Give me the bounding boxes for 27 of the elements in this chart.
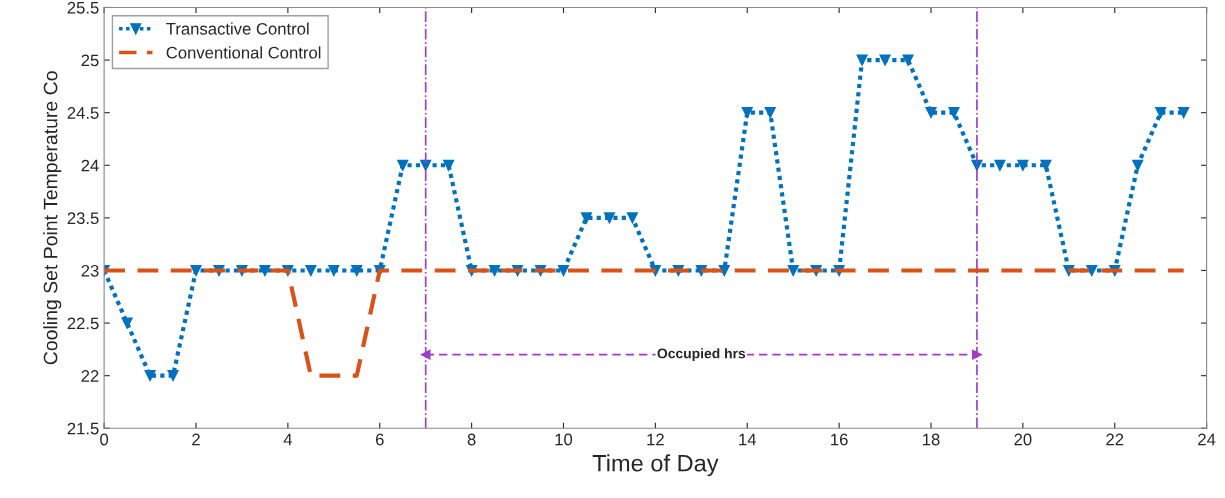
x-tick-label: 22	[1106, 433, 1124, 446]
x-tick-label: 18	[923, 433, 940, 446]
x-tick-label: 0	[100, 433, 109, 446]
x-tick-label: 14	[739, 433, 757, 446]
x-tick-label: 24	[1198, 433, 1216, 446]
x-tick-label: 6	[375, 433, 384, 446]
y-tick-label: 23.5	[67, 212, 99, 225]
x-tick-label: 20	[1014, 433, 1032, 446]
x-axis-title: Time of Day	[592, 454, 719, 477]
y-tick-label: 25	[81, 54, 99, 67]
y-tick-label: 25.5	[67, 1, 99, 14]
y-tick-label: 23	[81, 264, 99, 277]
annotation: Occupied hrs	[657, 348, 746, 362]
x-tick-label: 8	[467, 433, 476, 446]
x-tick-label: 10	[555, 433, 573, 446]
y-axis-title: Cooling Set Point Temperature Co	[43, 71, 62, 365]
y-tick-label: 24.5	[67, 107, 99, 119]
y-tick-label: 21.5	[67, 422, 99, 435]
legend-label: Transactive Control	[166, 22, 309, 35]
x-tick-label: 12	[647, 433, 664, 446]
legend-label: Conventional Control	[166, 46, 321, 59]
x-tick-label: 16	[831, 433, 848, 446]
x-tick-label: 2	[192, 433, 200, 446]
y-tick-label: 22.5	[67, 317, 99, 330]
y-tick-label: 24	[81, 159, 99, 172]
y-tick-label: 22	[81, 370, 99, 382]
x-tick-label: 4	[283, 433, 293, 446]
